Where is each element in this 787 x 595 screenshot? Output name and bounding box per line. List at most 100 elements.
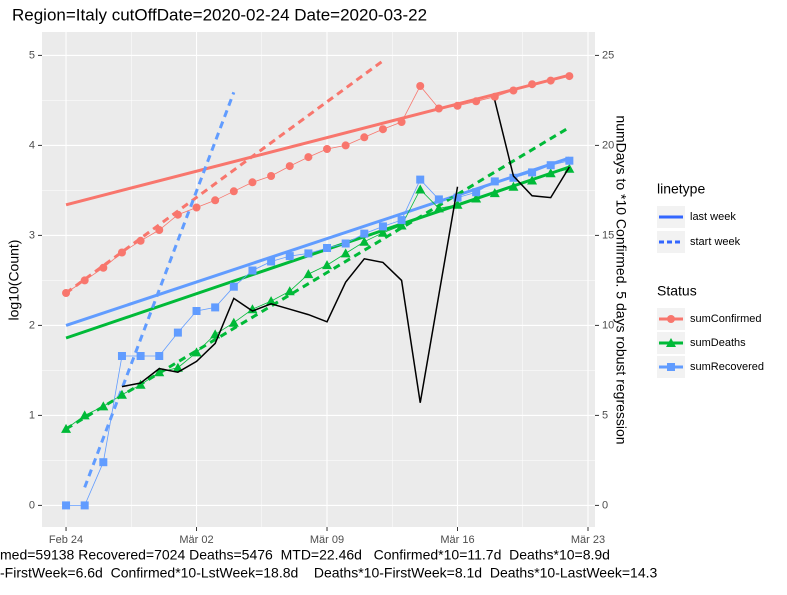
marker [117, 352, 126, 360]
marker [471, 193, 482, 203]
marker [192, 203, 201, 212]
marker [136, 236, 145, 245]
marker [508, 181, 519, 191]
marker [565, 72, 574, 81]
y-axis-title: log10(Count) [6, 240, 22, 321]
series-line [121, 100, 570, 403]
marker [667, 315, 675, 323]
marker [303, 269, 314, 279]
legend-title: Status [657, 283, 697, 299]
x-tick-label: Mär 02 [179, 534, 213, 546]
y2-tick-label: 15 [602, 229, 614, 241]
marker [136, 352, 145, 360]
marker [360, 133, 369, 142]
marker [61, 423, 72, 433]
marker [490, 177, 499, 186]
footer-line: med=59138 Recovered=7024 Deaths=5476 MTD… [0, 547, 610, 563]
footer-line: -FirstWeek=6.6d Confirmed*10-LstWeek=18.… [0, 565, 658, 581]
marker [509, 173, 518, 182]
marker [99, 458, 108, 467]
marker [285, 252, 294, 261]
marker [267, 172, 276, 180]
marker [228, 317, 239, 327]
marker [248, 178, 257, 187]
marker [527, 175, 538, 185]
x-tick-label: Mär 16 [440, 534, 474, 546]
fit-line [83, 91, 236, 488]
marker [359, 236, 370, 246]
marker [248, 266, 257, 275]
marker [117, 248, 126, 257]
y-tick-label: 0 [29, 499, 35, 511]
marker [304, 153, 313, 162]
y2-axis-title: numDays to *10 Confirmed. 5 days robust … [613, 115, 629, 444]
legend-label: sumRecovered [690, 361, 764, 373]
y-tick-label: 3 [29, 229, 35, 241]
marker [80, 276, 89, 285]
y-tick-label: 5 [29, 49, 35, 61]
marker [416, 175, 425, 184]
marker [415, 184, 426, 194]
marker [546, 161, 555, 170]
marker [565, 156, 574, 165]
marker [433, 203, 444, 213]
marker [267, 257, 276, 266]
marker [434, 195, 443, 204]
marker [341, 239, 350, 248]
marker [191, 347, 202, 357]
marker [135, 379, 146, 389]
marker [173, 210, 182, 219]
marker [546, 76, 555, 85]
marker [545, 168, 556, 178]
legend-label: start week [690, 236, 741, 248]
marker [360, 229, 369, 238]
marker [155, 352, 164, 360]
marker [397, 216, 406, 225]
y2-tick-label: 25 [602, 49, 614, 61]
series-line [66, 160, 570, 506]
legend-label: last week [690, 211, 736, 223]
x-tick-label: Mär 09 [310, 534, 344, 546]
marker [453, 193, 462, 202]
y-tick-label: 2 [29, 319, 35, 331]
marker [98, 401, 109, 411]
marker [397, 118, 406, 126]
fit-line [65, 156, 570, 327]
marker [62, 501, 71, 510]
legend-label: sumDeaths [690, 337, 746, 349]
marker [434, 104, 443, 113]
x-tick-label: Mär 23 [571, 534, 605, 546]
marker [528, 168, 537, 177]
y-tick-label: 1 [29, 409, 35, 421]
x-tick-label: Feb 24 [49, 534, 83, 546]
marker [211, 303, 220, 312]
y2-tick-label: 0 [602, 499, 608, 511]
marker [229, 187, 238, 196]
y-tick-label: 4 [29, 139, 35, 151]
marker [323, 145, 332, 153]
marker [154, 367, 165, 377]
marker [284, 286, 295, 296]
fit-line [65, 73, 570, 207]
marker [172, 362, 183, 372]
marker [489, 188, 500, 198]
marker [378, 125, 387, 134]
marker [472, 188, 481, 197]
marker [323, 244, 332, 252]
marker [453, 101, 462, 110]
legend-label: sumConfirmed [690, 313, 762, 325]
y2-tick-label: 10 [602, 319, 614, 331]
marker [62, 289, 71, 297]
marker [80, 501, 89, 510]
marker [452, 199, 463, 209]
marker [304, 249, 313, 258]
marker [341, 141, 350, 150]
marker [667, 363, 675, 371]
marker [211, 196, 220, 205]
y2-tick-label: 5 [602, 409, 608, 421]
marker [285, 162, 294, 171]
marker [79, 410, 90, 420]
marker [416, 82, 425, 90]
marker [247, 304, 258, 314]
